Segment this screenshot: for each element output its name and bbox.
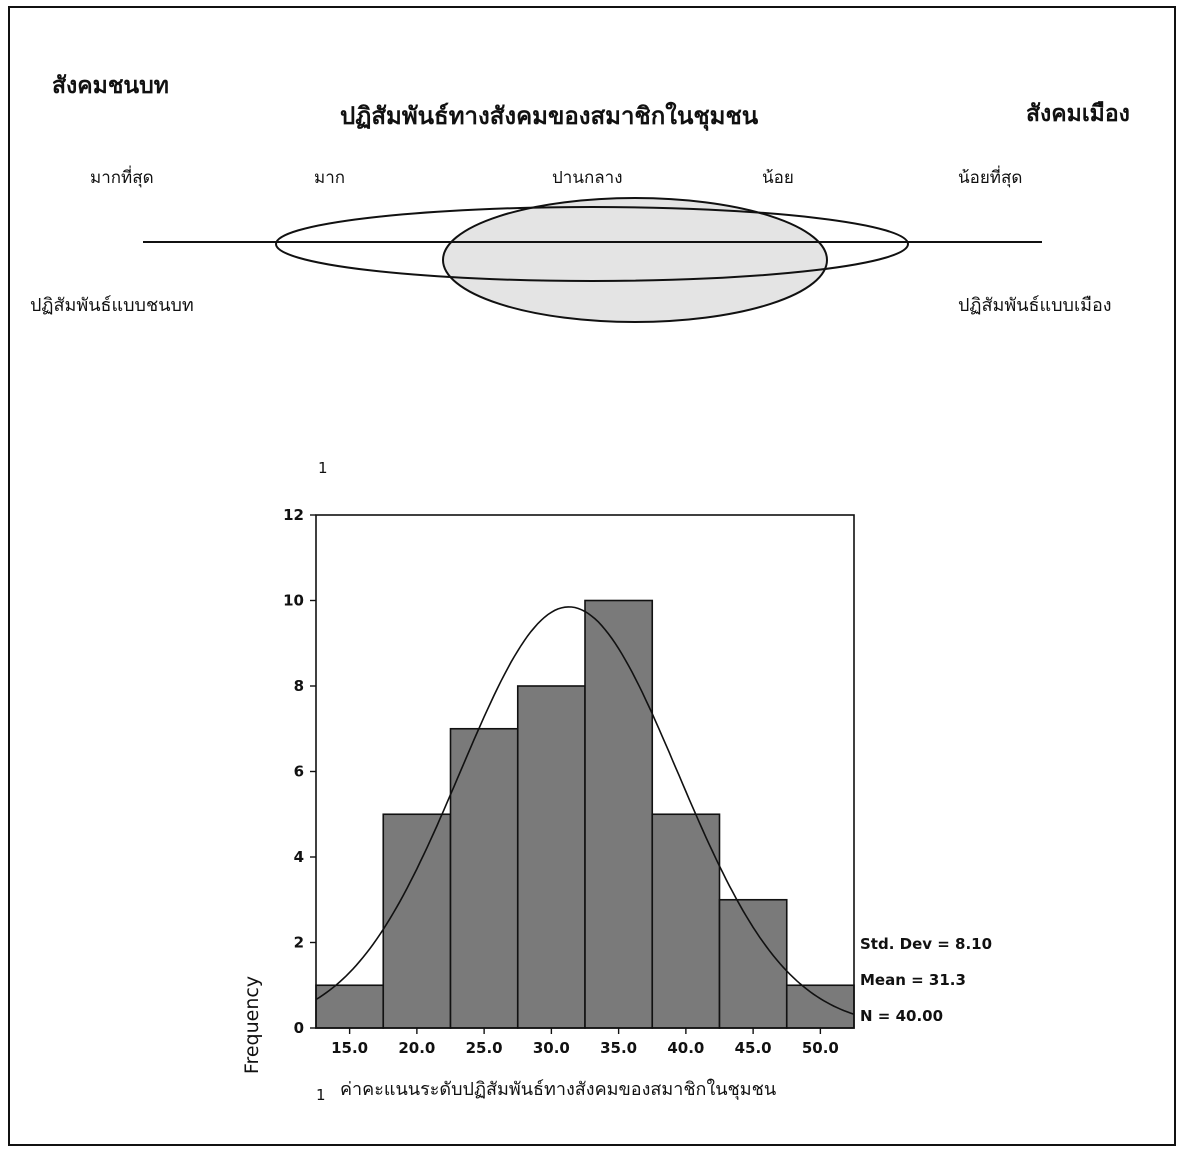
y-tick-label: 2 bbox=[294, 934, 304, 952]
y-tick-label: 0 bbox=[294, 1019, 304, 1037]
x-tick-label: 20.0 bbox=[398, 1039, 435, 1057]
wide-ellipse bbox=[275, 206, 909, 282]
stat-line: Mean = 31.3 bbox=[860, 971, 966, 989]
y-axis-ticks: 0 2 4 6 8 10 12 bbox=[283, 506, 316, 1037]
page-frame bbox=[8, 6, 1176, 1146]
histogram-bar bbox=[449, 727, 519, 1029]
scale-label-least: น้อยที่สุด bbox=[958, 168, 1023, 188]
y-tick-label: 4 bbox=[294, 848, 304, 866]
scale-label-little: น้อย bbox=[762, 168, 794, 188]
x-tick-label: 50.0 bbox=[802, 1039, 839, 1057]
y-tick-label: 8 bbox=[294, 677, 304, 695]
x-tick-label: 45.0 bbox=[735, 1039, 772, 1057]
y-tick-label: 10 bbox=[283, 592, 304, 610]
histogram-bar bbox=[584, 599, 654, 1029]
stat-line: N = 40.00 bbox=[860, 1007, 943, 1025]
y-tick-label: 6 bbox=[294, 763, 304, 781]
page-mark-top: 1 bbox=[318, 459, 328, 477]
interaction-ellipse-diagram bbox=[143, 197, 1042, 323]
x-axis-ticks: 15.0 20.0 25.0 30.0 35.0 40.0 45.0 50.0 bbox=[331, 1028, 839, 1057]
scale-label-most: มากที่สุด bbox=[90, 168, 154, 188]
histogram-bar bbox=[516, 685, 586, 1029]
histogram-bar bbox=[315, 984, 385, 1029]
scale-label-much: มาก bbox=[314, 168, 346, 188]
urban-society-label: สังคมเมือง bbox=[1026, 101, 1130, 127]
histogram-chart: 1 0 2 4 6 8 10 12 15.0 20.0 25.0 30.0 35.0 40.0 45.0… bbox=[241, 459, 992, 1104]
rural-interaction-label: ปฏิสัมพันธ์แบบชนบท bbox=[30, 295, 194, 316]
y-tick-label: 12 bbox=[283, 506, 304, 524]
histogram-bar bbox=[785, 984, 855, 1029]
urban-interaction-label: ปฏิสัมพันธ์แบบเมือง bbox=[958, 295, 1112, 316]
histogram-bar bbox=[718, 898, 788, 1029]
stats-box: Std. Dev = 8.10 Mean = 31.3 N = 40.00 bbox=[860, 935, 992, 1025]
scale-label-moderate: ปานกลาง bbox=[552, 168, 623, 188]
page-mark-bottom: 1 bbox=[316, 1086, 326, 1104]
normal-curve bbox=[315, 606, 855, 1016]
x-axis-label: ค่าคะแนนระดับปฏิสัมพันธ์ทางสังคมของสมาชิ… bbox=[340, 1078, 776, 1100]
x-tick-label: 25.0 bbox=[466, 1039, 503, 1057]
x-tick-label: 35.0 bbox=[600, 1039, 637, 1057]
bars-group bbox=[315, 599, 855, 1029]
diagram-title: ปฏิสัมพันธ์ทางสังคมของสมาชิกในชุมชน bbox=[340, 102, 759, 130]
x-tick-label: 30.0 bbox=[533, 1039, 570, 1057]
x-tick-label: 40.0 bbox=[667, 1039, 704, 1057]
stat-line: Std. Dev = 8.10 bbox=[860, 935, 992, 953]
x-tick-label: 15.0 bbox=[331, 1039, 368, 1057]
middle-shaded-ellipse bbox=[442, 197, 828, 323]
histogram-bar bbox=[382, 813, 452, 1029]
y-axis-label: Frequency bbox=[241, 976, 263, 1074]
rural-society-label: สังคมชนบท bbox=[52, 73, 169, 99]
